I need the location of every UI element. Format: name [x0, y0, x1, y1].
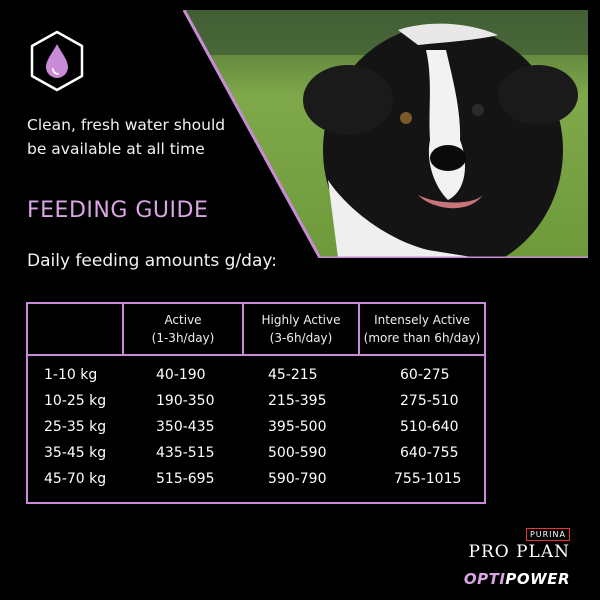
header-label: Intensely Active	[374, 313, 470, 327]
table-row: 35-45 kg 435-515 500-590 640-755	[28, 445, 484, 469]
header-sublabel: (3-6h/day)	[269, 331, 333, 345]
active-cell: 350-435	[156, 419, 215, 435]
weight-cell: 35-45 kg	[44, 445, 107, 461]
intensely-active-cell: 755-1015	[394, 471, 462, 487]
water-note: Clean, fresh water should be available a…	[27, 113, 247, 161]
intensely-active-cell: 510-640	[400, 419, 459, 435]
water-drop-icon	[30, 30, 84, 92]
highly-active-cell: 395-500	[268, 419, 327, 435]
header-sublabel: (more than 6h/day)	[363, 331, 481, 345]
highly-active-cell: 500-590	[268, 445, 327, 461]
weight-cell: 45-70 kg	[44, 471, 107, 487]
intensely-active-cell: 60-275	[400, 367, 450, 383]
highly-active-cell: 215-395	[268, 393, 327, 409]
page-title: FEEDING GUIDE	[27, 198, 209, 223]
intensely-active-cell: 640-755	[400, 445, 459, 461]
weight-cell: 10-25 kg	[44, 393, 107, 409]
power-text: POWER	[505, 570, 570, 588]
brand-logo: PURINA PRO PLAN OPTIPOWER	[464, 522, 570, 588]
table-row: 25-35 kg 350-435 395-500 510-640	[28, 419, 484, 443]
header-label: Active	[164, 313, 202, 327]
table-row: 10-25 kg 190-350 215-395 275-510	[28, 393, 484, 417]
intensely-active-cell: 275-510	[400, 393, 459, 409]
proplan-logo: PRO PLAN	[468, 542, 570, 562]
header-intensely-active: Intensely Active (more than 6h/day)	[360, 304, 484, 356]
opti-text: OPTI	[463, 570, 506, 588]
header-label: Highly Active	[261, 313, 341, 327]
dog-photo	[182, 10, 588, 258]
table-row: 45-70 kg 515-695 590-790 755-1015	[28, 471, 484, 495]
weight-cell: 25-35 kg	[44, 419, 107, 435]
highly-active-cell: 590-790	[268, 471, 327, 487]
feeding-table: Active (1-3h/day) Highly Active (3-6h/da…	[26, 302, 486, 504]
column-divider	[242, 304, 244, 356]
weight-cell: 1-10 kg	[44, 367, 98, 383]
highly-active-cell: 45-215	[268, 367, 318, 383]
active-cell: 190-350	[156, 393, 215, 409]
active-cell: 435-515	[156, 445, 215, 461]
active-cell: 40-190	[156, 367, 206, 383]
page-subtitle: Daily feeding amounts g/day:	[27, 251, 277, 271]
water-note-line1: Clean, fresh water should	[27, 116, 226, 134]
header-sublabel: (1-3h/day)	[151, 331, 215, 345]
column-divider	[122, 304, 124, 356]
column-divider	[358, 304, 360, 356]
header-highly-active: Highly Active (3-6h/day)	[244, 304, 358, 356]
optipower-logo: OPTIPOWER	[464, 570, 570, 588]
active-cell: 515-695	[156, 471, 215, 487]
table-row: 1-10 kg 40-190 45-215 60-275	[28, 367, 484, 391]
header-active: Active (1-3h/day)	[124, 304, 242, 356]
water-note-line2: be available at all time	[27, 140, 205, 158]
header-divider	[28, 354, 484, 356]
purina-logo: PURINA	[525, 528, 570, 541]
